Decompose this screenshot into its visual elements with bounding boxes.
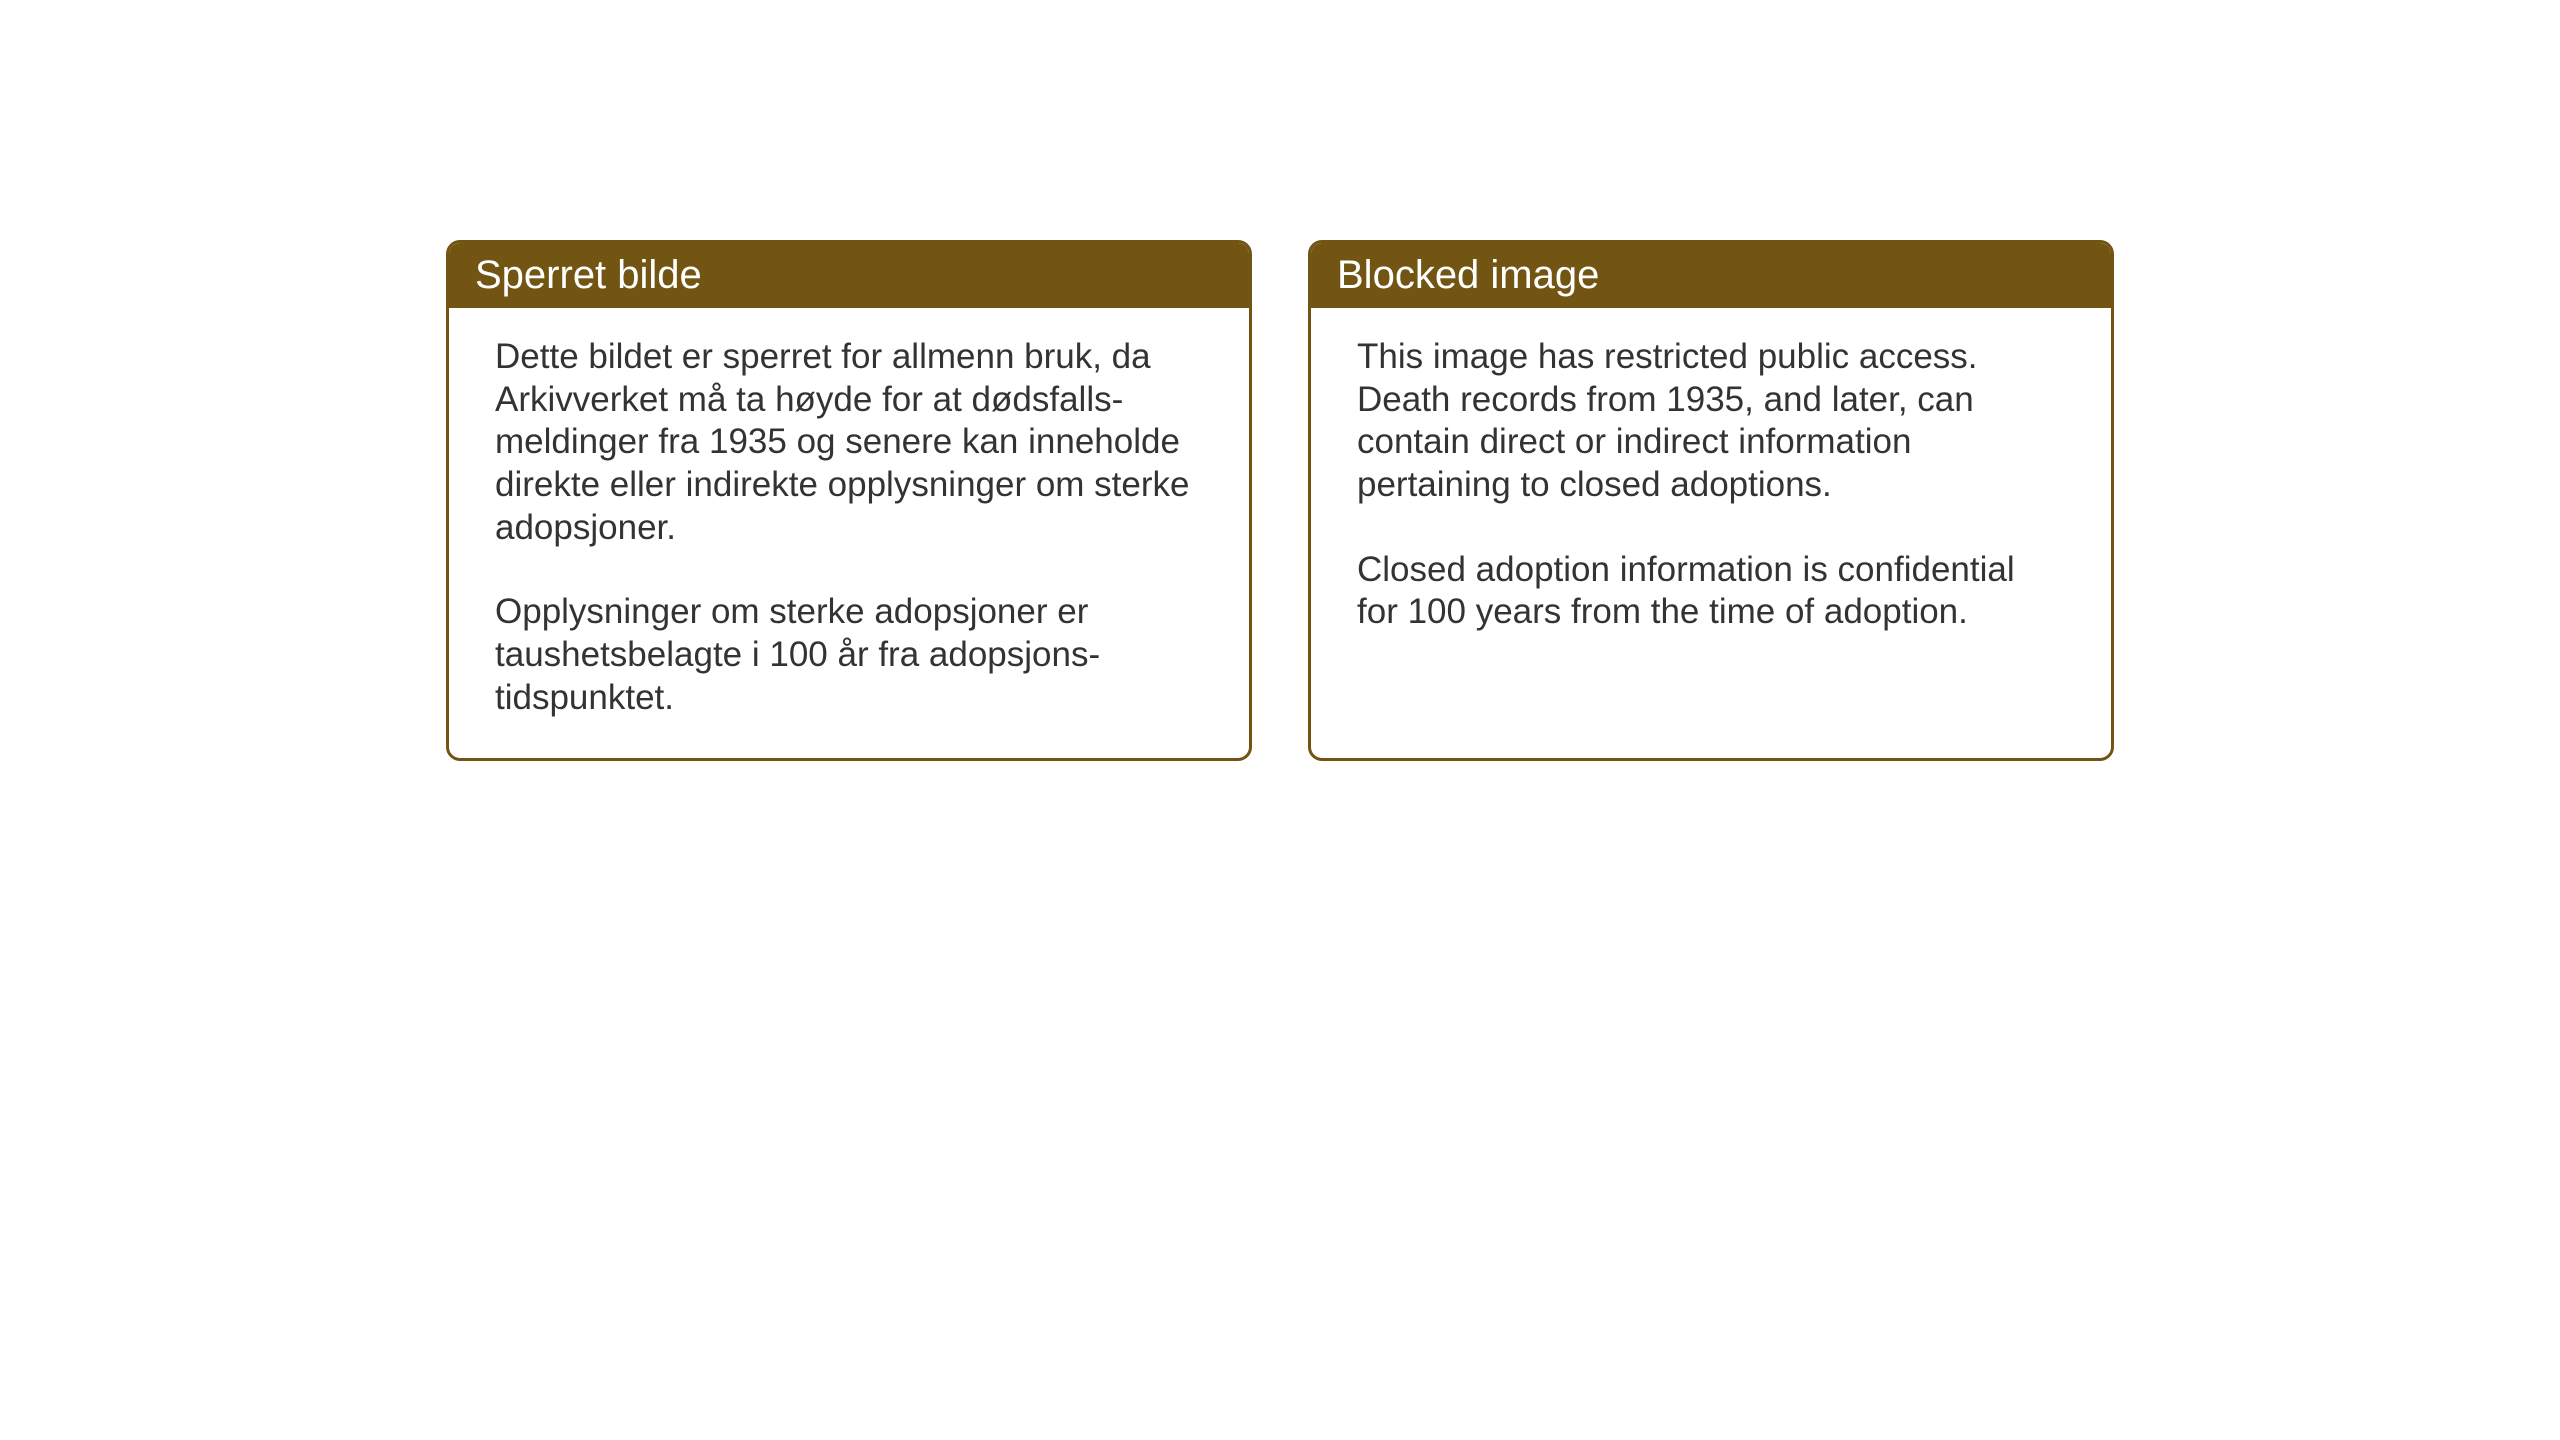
- notice-paragraph: This image has restricted public access.…: [1357, 336, 2065, 507]
- notice-paragraph: Dette bildet er sperret for allmenn bruk…: [495, 336, 1203, 549]
- notice-box-norwegian: Sperret bilde Dette bildet er sperret fo…: [446, 240, 1252, 761]
- notice-header-english: Blocked image: [1311, 243, 2111, 308]
- notice-paragraph: Opplysninger om sterke adopsjoner er tau…: [495, 591, 1203, 719]
- notice-header-norwegian: Sperret bilde: [449, 243, 1249, 308]
- notice-body-english: This image has restricted public access.…: [1311, 308, 2111, 672]
- notice-body-norwegian: Dette bildet er sperret for allmenn bruk…: [449, 308, 1249, 758]
- notice-container: Sperret bilde Dette bildet er sperret fo…: [446, 240, 2114, 761]
- notice-box-english: Blocked image This image has restricted …: [1308, 240, 2114, 761]
- notice-paragraph: Closed adoption information is confident…: [1357, 549, 2065, 634]
